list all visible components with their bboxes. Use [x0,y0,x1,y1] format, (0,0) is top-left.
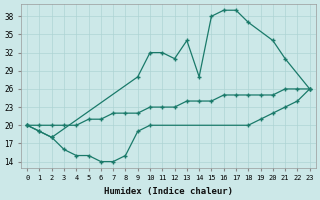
X-axis label: Humidex (Indice chaleur): Humidex (Indice chaleur) [104,187,233,196]
